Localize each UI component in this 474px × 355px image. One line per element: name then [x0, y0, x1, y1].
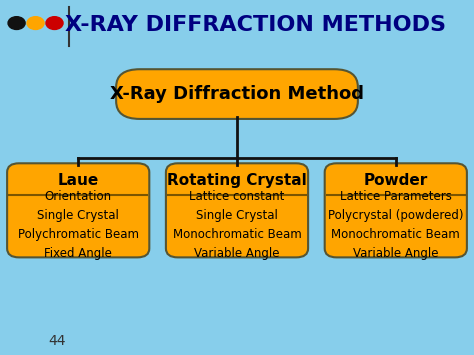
FancyBboxPatch shape	[7, 163, 149, 257]
Text: 44: 44	[48, 334, 65, 348]
FancyBboxPatch shape	[166, 163, 308, 257]
Circle shape	[46, 17, 63, 29]
FancyBboxPatch shape	[116, 69, 358, 119]
Text: Lattice Parameters
Polycrystal (powdered)
Monochromatic Beam
Variable Angle: Lattice Parameters Polycrystal (powdered…	[328, 190, 464, 260]
Text: Powder: Powder	[364, 173, 428, 187]
Circle shape	[8, 17, 25, 29]
Text: X-RAY DIFFRACTION METHODS: X-RAY DIFFRACTION METHODS	[65, 15, 447, 35]
Text: Orientation
Single Crystal
Polychromatic Beam
Fixed Angle: Orientation Single Crystal Polychromatic…	[18, 190, 139, 260]
Text: Lattice constant
Single Crystal
Monochromatic Beam
Variable Angle: Lattice constant Single Crystal Monochro…	[173, 190, 301, 260]
Circle shape	[27, 17, 44, 29]
Text: Laue: Laue	[57, 173, 99, 187]
FancyBboxPatch shape	[325, 163, 467, 257]
Text: X-Ray Diffraction Method: X-Ray Diffraction Method	[110, 85, 364, 103]
Text: Rotating Crystal: Rotating Crystal	[167, 173, 307, 187]
